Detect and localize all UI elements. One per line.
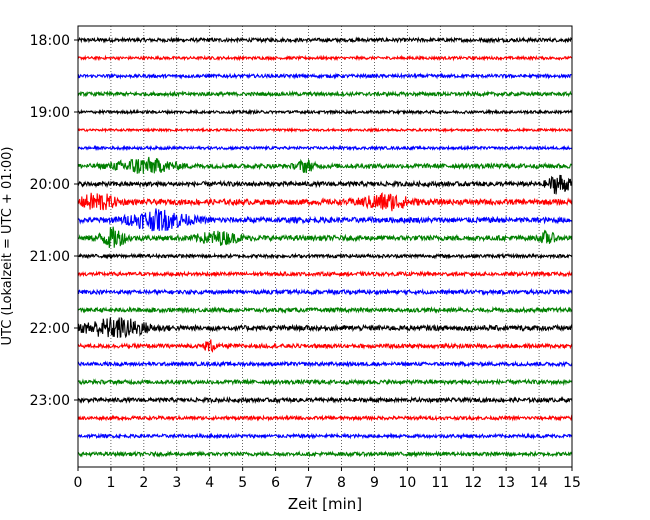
x-tick-label: 11 bbox=[431, 475, 449, 491]
x-tick-label: 3 bbox=[172, 475, 181, 491]
seismic-trace bbox=[77, 72, 573, 80]
seismic-trace bbox=[77, 414, 573, 422]
seismic-trace bbox=[77, 208, 573, 232]
y-axis: 18:00 19:00 20:00 21:00 22:00 23:00 bbox=[30, 33, 78, 409]
plot-frame bbox=[77, 25, 573, 468]
x-tick-label: 13 bbox=[497, 475, 515, 491]
seismic-trace bbox=[77, 252, 573, 260]
seismic-trace bbox=[77, 432, 573, 440]
y-tick-label: 21:00 bbox=[30, 249, 70, 265]
seismic-trace bbox=[77, 316, 573, 339]
x-tick-label: 5 bbox=[238, 475, 247, 491]
y-tick-label: 19:00 bbox=[30, 105, 70, 121]
seismic-trace bbox=[77, 126, 573, 134]
y-tick-label: 18:00 bbox=[30, 33, 70, 49]
x-tick-label: 4 bbox=[205, 475, 214, 491]
y-tick-label: 22:00 bbox=[30, 321, 70, 337]
seismic-trace bbox=[77, 144, 573, 152]
x-tick-label: 12 bbox=[464, 475, 482, 491]
y-tick-label: 20:00 bbox=[30, 177, 70, 193]
x-tick-label: 10 bbox=[398, 475, 416, 491]
x-tick-label: 0 bbox=[74, 475, 83, 491]
seismic-trace bbox=[77, 450, 573, 458]
trace-layer bbox=[77, 36, 573, 458]
seismic-trace bbox=[77, 156, 573, 174]
seismic-trace bbox=[77, 306, 573, 315]
seismic-trace bbox=[77, 395, 573, 405]
x-tick-label: 9 bbox=[370, 475, 379, 491]
plot-area bbox=[78, 26, 572, 467]
seismic-trace bbox=[77, 36, 573, 44]
seismic-trace bbox=[77, 54, 573, 62]
x-tick-label: 6 bbox=[271, 475, 280, 491]
x-tick-label: 14 bbox=[530, 475, 548, 491]
y-tick-label: 23:00 bbox=[30, 393, 70, 409]
x-axis-label: Zeit [min] bbox=[288, 495, 362, 513]
seismic-trace bbox=[77, 360, 573, 368]
seismic-trace bbox=[77, 287, 573, 297]
x-tick-label: 7 bbox=[304, 475, 313, 491]
seismic-trace bbox=[77, 226, 573, 248]
x-tick-label: 8 bbox=[337, 475, 346, 491]
seismic-trace bbox=[77, 270, 573, 278]
seismic-trace bbox=[77, 192, 573, 212]
x-tick-label: 15 bbox=[563, 475, 581, 491]
x-tick-label: 2 bbox=[139, 475, 148, 491]
seismic-trace bbox=[77, 174, 573, 195]
x-tick-label: 1 bbox=[106, 475, 115, 491]
seismic-trace bbox=[77, 339, 573, 353]
y-axis-label: UTC (Lokalzeit = UTC + 01:00) bbox=[0, 147, 15, 346]
seismic-trace bbox=[77, 378, 573, 387]
seismic-trace bbox=[77, 90, 573, 98]
seismic-trace bbox=[77, 108, 573, 116]
x-axis: 0 1 2 3 4 5 6 7 8 9 10 11 12 13 14 15 bbox=[74, 467, 581, 491]
